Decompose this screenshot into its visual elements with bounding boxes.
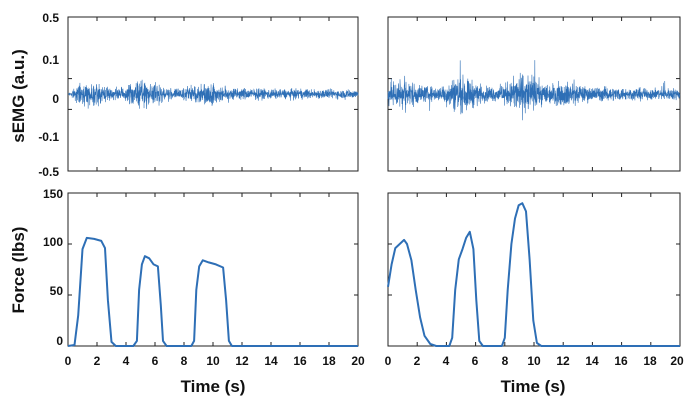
plot-frame	[67, 192, 359, 347]
x-tick-label: 0	[65, 354, 72, 368]
x-tick-label: 2	[414, 354, 421, 368]
x-axis-label-left: Time (s)	[181, 377, 246, 396]
x-tick-label: 20	[670, 354, 684, 368]
x-tick-label: 16	[293, 354, 307, 368]
x-tick-label: 20	[351, 354, 365, 368]
x-axis-label-right: Time (s)	[501, 377, 566, 396]
semg-series-line	[67, 79, 359, 110]
x-tick-label: 8	[181, 354, 188, 368]
force-series-line	[67, 236, 358, 347]
x-tick-label: 2	[94, 354, 101, 368]
x-tick-label: 16	[614, 354, 628, 368]
y-tick-label: 100	[43, 235, 63, 249]
y-tick-label: 0	[56, 334, 63, 348]
y-tick-label: -0.1	[38, 130, 59, 144]
force-series-line	[387, 202, 680, 347]
x-tick-label: 6	[472, 354, 479, 368]
y-tick-label: 0.1	[42, 53, 59, 67]
x-tick-label: 12	[556, 354, 570, 368]
y-axis-label-semg: sEMG (a.u.)	[9, 49, 28, 143]
x-tick-label: 4	[123, 354, 130, 368]
x-tick-label: 18	[643, 354, 657, 368]
y-tick-label: 0	[52, 92, 59, 106]
x-tick-label: 14	[585, 354, 599, 368]
x-tick-label: 8	[502, 354, 509, 368]
x-tick-label: 4	[443, 354, 450, 368]
x-tick-label: 12	[235, 354, 249, 368]
x-tick-label: 18	[322, 354, 336, 368]
x-tick-label: 10	[527, 354, 541, 368]
semg-series-line	[387, 60, 681, 121]
y-tick-label: -0.5	[38, 165, 59, 179]
y-tick-label: 150	[43, 187, 63, 201]
x-tick-label: 10	[206, 354, 220, 368]
x-tick-label: 14	[264, 354, 278, 368]
y-tick-label: 0.5	[42, 11, 59, 25]
x-tick-label: 6	[152, 354, 159, 368]
y-tick-label: 50	[50, 284, 64, 298]
y-axis-label-force: Force (lbs)	[9, 227, 28, 314]
x-tick-label: 0	[385, 354, 392, 368]
